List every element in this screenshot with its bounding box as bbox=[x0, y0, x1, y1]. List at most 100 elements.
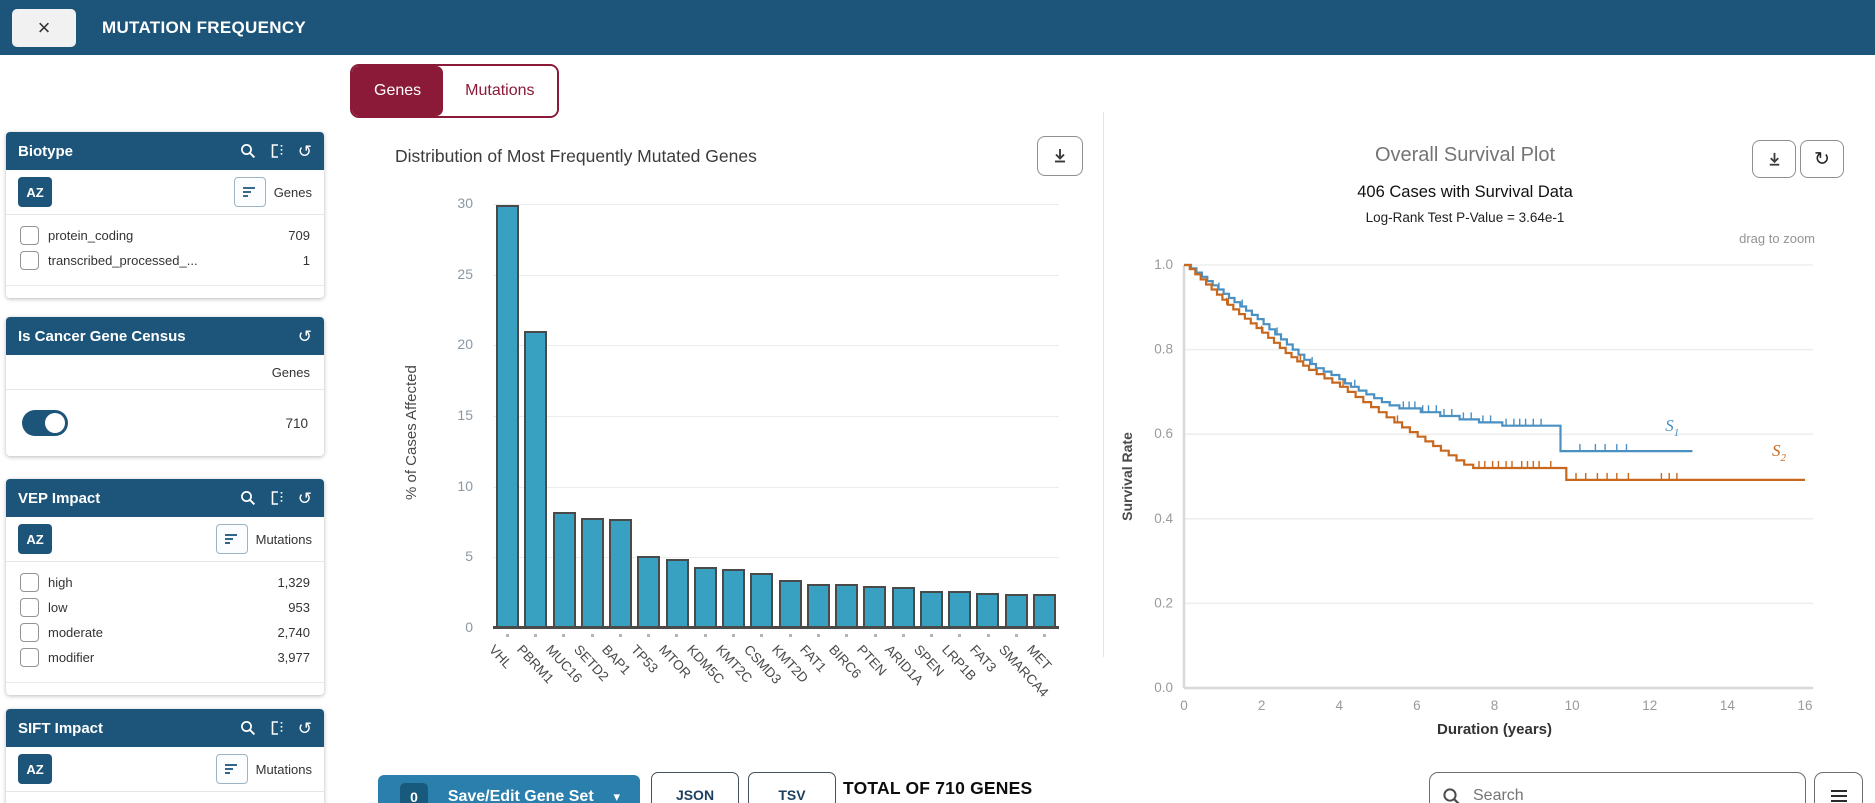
facet-item-label[interactable]: high bbox=[48, 575, 73, 590]
search-icon[interactable] bbox=[240, 143, 256, 159]
facet-header: Biotype ↺ bbox=[6, 132, 324, 170]
bar-KMT2D[interactable] bbox=[778, 579, 802, 628]
svg-text:4: 4 bbox=[1335, 698, 1343, 713]
flip-chart-icon[interactable] bbox=[269, 143, 285, 159]
facet-item-list: high 1,329 low 953 moderate 2,740 modifier 3,97… bbox=[6, 562, 324, 676]
bar-SPEN[interactable] bbox=[919, 591, 943, 628]
gridline bbox=[493, 557, 1059, 559]
facet-item-count: 2,740 bbox=[277, 625, 310, 640]
y-tick-label: 5 bbox=[465, 548, 473, 565]
bar-MUC16[interactable] bbox=[552, 512, 576, 628]
bar-FAT1[interactable] bbox=[806, 584, 830, 628]
facet-item-protein-coding: protein_coding 709 bbox=[6, 223, 324, 248]
flip-chart-icon[interactable] bbox=[269, 720, 285, 736]
bar-BAP1[interactable] bbox=[609, 519, 632, 628]
bar-VHL[interactable] bbox=[496, 205, 519, 628]
bar-KMT2C[interactable] bbox=[722, 568, 745, 628]
undo-icon[interactable]: ↺ bbox=[297, 488, 312, 508]
alpha-sort-button[interactable]: AZ ˆ bbox=[18, 522, 52, 554]
undo-icon[interactable]: ↺ bbox=[297, 718, 312, 738]
facet-card-sift-impact: SIFT Impact ↺ AZˆ Mutations deleterious1… bbox=[6, 709, 324, 803]
censor-marks-S1 bbox=[1218, 282, 1628, 452]
bar-BIRC6[interactable] bbox=[835, 584, 858, 628]
checkbox[interactable] bbox=[20, 251, 39, 270]
search-icon[interactable] bbox=[240, 490, 256, 506]
checkbox[interactable] bbox=[20, 573, 39, 592]
flip-chart-icon[interactable] bbox=[269, 490, 285, 506]
download-survival-button[interactable] bbox=[1752, 140, 1796, 178]
checkbox[interactable] bbox=[20, 648, 39, 667]
y-tick-label: 0 bbox=[465, 619, 473, 635]
facet-title: VEP Impact bbox=[18, 489, 101, 507]
undo-icon[interactable]: ↺ bbox=[297, 326, 312, 346]
x-tick bbox=[533, 634, 537, 637]
facet-item-label[interactable]: modifier bbox=[48, 650, 95, 665]
numeric-sort-button[interactable] bbox=[233, 177, 266, 207]
search-icon[interactable] bbox=[240, 720, 256, 736]
numeric-sort-button[interactable] bbox=[215, 524, 248, 554]
bar-chart-bars bbox=[493, 204, 1059, 628]
facet-item-label[interactable]: protein_coding bbox=[48, 228, 134, 243]
x-tick bbox=[590, 634, 594, 637]
x-tick bbox=[901, 634, 905, 637]
x-tick bbox=[1043, 634, 1047, 637]
x-tick bbox=[618, 634, 622, 637]
save-edit-gene-set-button[interactable]: 0 Save/Edit Gene Set ▾ bbox=[378, 775, 640, 803]
bar-LRP1B[interactable] bbox=[948, 591, 971, 628]
export-tsv-button[interactable]: TSV bbox=[748, 772, 836, 803]
tab-genes[interactable]: Genes bbox=[352, 66, 444, 116]
undo-icon[interactable]: ↺ bbox=[297, 141, 312, 161]
bar-MTOR[interactable] bbox=[665, 558, 689, 628]
svg-text:10: 10 bbox=[1565, 698, 1580, 713]
bar-ARID1A[interactable] bbox=[891, 587, 915, 628]
checkbox[interactable] bbox=[20, 598, 39, 617]
app-header: × MUTATION FREQUENCY bbox=[0, 0, 1875, 55]
y-tick-label: 20 bbox=[457, 336, 473, 353]
facet-item-count: 1 bbox=[302, 253, 310, 268]
bar-FAT3[interactable] bbox=[976, 592, 1000, 628]
survival-plot-canvas[interactable]: 0.0 0.2 0.4 0.6 0.8 1.0 0 2 4 6 8 10 12 14 16 Survival … bbox=[1108, 245, 1875, 755]
facet-item-label[interactable]: moderate bbox=[48, 625, 103, 640]
x-tick-label-VHL: VHL bbox=[486, 642, 516, 672]
x-tick bbox=[760, 634, 764, 637]
checkbox[interactable] bbox=[20, 623, 39, 642]
svg-text:0: 0 bbox=[1180, 698, 1188, 713]
alpha-sort-button[interactable]: AZ ˆ bbox=[18, 175, 52, 207]
bar-CSMD3[interactable] bbox=[750, 572, 774, 628]
facet-item-list: protein_coding 709 transcribed_processed_.… bbox=[6, 215, 324, 279]
close-button[interactable]: × bbox=[12, 8, 76, 47]
svg-text:14: 14 bbox=[1720, 698, 1736, 713]
bar-SETD2[interactable] bbox=[580, 517, 604, 628]
facet-item-label[interactable]: transcribed_processed_... bbox=[48, 253, 198, 268]
reset-zoom-button[interactable]: ↻ bbox=[1800, 140, 1844, 178]
census-toggle[interactable] bbox=[22, 410, 68, 436]
x-tick bbox=[930, 634, 934, 637]
chevron-down-icon: ▾ bbox=[613, 789, 620, 803]
bar-SMARCA4[interactable] bbox=[1004, 594, 1028, 628]
facet-count-label: Mutations bbox=[255, 531, 312, 547]
table-menu-button[interactable] bbox=[1814, 772, 1863, 803]
census-gene-count: 710 bbox=[285, 415, 308, 431]
facet-item-label[interactable]: low bbox=[48, 600, 68, 615]
x-tick bbox=[732, 634, 736, 637]
drag-to-zoom-hint: drag to zoom bbox=[1739, 231, 1815, 246]
svg-text:0.0: 0.0 bbox=[1154, 680, 1173, 695]
bar-PBRM1[interactable] bbox=[524, 331, 548, 628]
download-chart-button[interactable] bbox=[1037, 136, 1083, 176]
tab-mutations[interactable]: Mutations bbox=[443, 66, 557, 116]
bar-KDM5C[interactable] bbox=[693, 567, 717, 628]
export-json-button[interactable]: JSON bbox=[651, 772, 739, 803]
facet-card-cancer-gene-census: Is Cancer Gene Census ↺ Genes 710 bbox=[6, 317, 324, 456]
bar-TP53[interactable] bbox=[637, 555, 661, 628]
bar-PTEN[interactable] bbox=[863, 585, 887, 628]
x-tick bbox=[958, 634, 962, 637]
numeric-sort-button[interactable] bbox=[215, 754, 248, 784]
download-icon bbox=[1055, 149, 1065, 163]
search-input[interactable] bbox=[1471, 786, 1793, 803]
alpha-sort-button[interactable]: AZ ˆ bbox=[18, 752, 52, 784]
checkbox[interactable] bbox=[20, 226, 39, 245]
facet-header: SIFT Impact ↺ bbox=[6, 709, 324, 747]
bar-MET[interactable] bbox=[1032, 594, 1056, 628]
survival-y-tick-labels: 0.0 0.2 0.4 0.6 0.8 1.0 bbox=[1154, 257, 1173, 695]
